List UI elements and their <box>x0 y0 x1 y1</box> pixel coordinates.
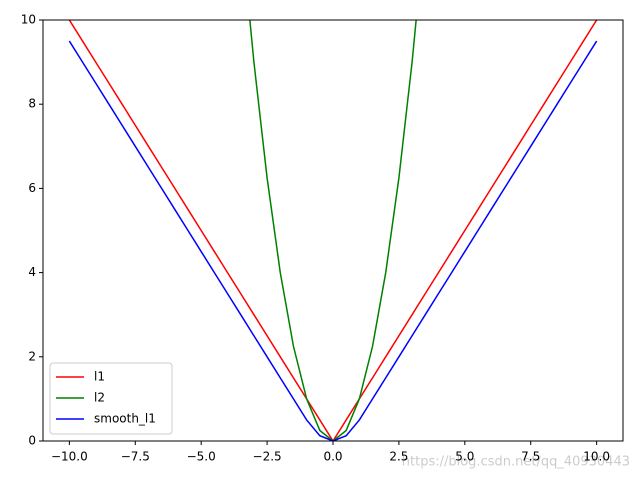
x-tick-label: 10.0 <box>583 450 610 464</box>
legend-label: smooth_l1 <box>94 412 156 426</box>
y-tick-label: 4 <box>28 265 36 279</box>
y-tick-label: 8 <box>28 97 36 111</box>
watermark: https://blog.csdn.net/qq_40930443 <box>402 455 630 470</box>
x-tick-label: −5.0 <box>187 450 216 464</box>
series-line <box>68 40 598 441</box>
x-tick-label: 5.0 <box>455 450 474 464</box>
y-tick-label: 6 <box>28 181 36 195</box>
y-tick-label: 0 <box>28 434 36 448</box>
legend-label: l1 <box>94 370 105 384</box>
x-tick-label: −10.0 <box>51 450 88 464</box>
x-tick-label: 7.5 <box>521 450 540 464</box>
series-line <box>68 20 598 441</box>
x-tick-label: −7.5 <box>121 450 150 464</box>
x-tick-label: 2.5 <box>389 450 408 464</box>
x-tick-label: 0.0 <box>323 450 342 464</box>
y-tick-label: 10 <box>21 13 36 27</box>
plot-area <box>68 20 598 441</box>
x-tick-label: −2.5 <box>253 450 282 464</box>
legend-label: l2 <box>94 391 105 405</box>
legend-box <box>49 362 173 435</box>
y-tick-label: 2 <box>28 349 36 363</box>
